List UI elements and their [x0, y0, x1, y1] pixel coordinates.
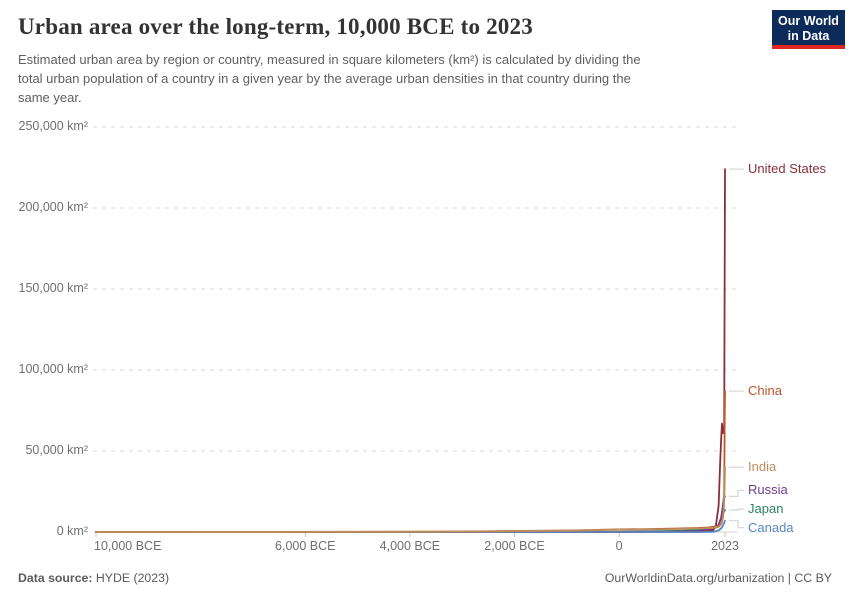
owid-logo-line-1: Our World: [778, 14, 839, 28]
subtitle-line-2: total urban population of a country in a…: [18, 71, 631, 86]
x-axis-tick-label: 10,000 BCE: [94, 539, 162, 553]
y-axis-tick-label: 100,000 km²: [18, 362, 88, 376]
series-label-china[interactable]: China: [748, 383, 782, 399]
subtitle-line-1: Estimated urban area by region or countr…: [18, 52, 641, 67]
label-connector-japan: [729, 508, 744, 511]
y-axis-tick-label: 250,000 km²: [18, 119, 88, 133]
x-axis-tick-label: 2023: [711, 539, 739, 553]
subtitle-line-3: same year.: [18, 90, 82, 105]
x-axis-tick-label: 0: [615, 539, 623, 553]
chart-subtitle: Estimated urban area by region or countr…: [18, 50, 758, 107]
data-source-label: Data source:: [18, 571, 93, 585]
series-label-india[interactable]: India: [748, 459, 777, 475]
data-source-value: HYDE (2023): [92, 571, 170, 585]
y-axis-tick-label: 150,000 km²: [18, 281, 88, 295]
owid-logo[interactable]: Our World in Data: [772, 10, 845, 49]
x-axis-tick-label: 6,000 BCE: [275, 539, 336, 553]
series-label-united-states[interactable]: United States: [748, 161, 827, 177]
series-label-russia[interactable]: Russia: [748, 482, 788, 498]
series-label-canada[interactable]: Canada: [748, 519, 794, 535]
y-axis-tick-label: 200,000 km²: [18, 200, 88, 214]
x-axis-tick-label: 4,000 BCE: [379, 539, 441, 553]
series-line-united-states[interactable]: [95, 168, 726, 533]
series-line-india[interactable]: [95, 466, 726, 533]
footer-citation-link[interactable]: OurWorldinData.org/urbanization | CC BY: [604, 571, 832, 585]
data-source: Data source: HYDE (2023): [18, 571, 169, 585]
series-line-russia[interactable]: [95, 495, 726, 533]
series-label-japan[interactable]: Japan: [748, 501, 784, 517]
series-line-china[interactable]: [95, 390, 726, 533]
series-line-canada[interactable]: [95, 519, 726, 533]
y-axis-tick-label: 50,000 km²: [25, 443, 88, 457]
y-axis-tick-label: 0 km²: [56, 524, 88, 538]
owid-logo-line-2: in Data: [787, 29, 830, 43]
x-axis-tick-label: 2,000 BCE: [484, 539, 545, 553]
label-connector-canada: [729, 520, 744, 529]
label-connector-russia: [729, 489, 744, 497]
chart-title: Urban area over the long-term, 10,000 BC…: [18, 14, 533, 39]
